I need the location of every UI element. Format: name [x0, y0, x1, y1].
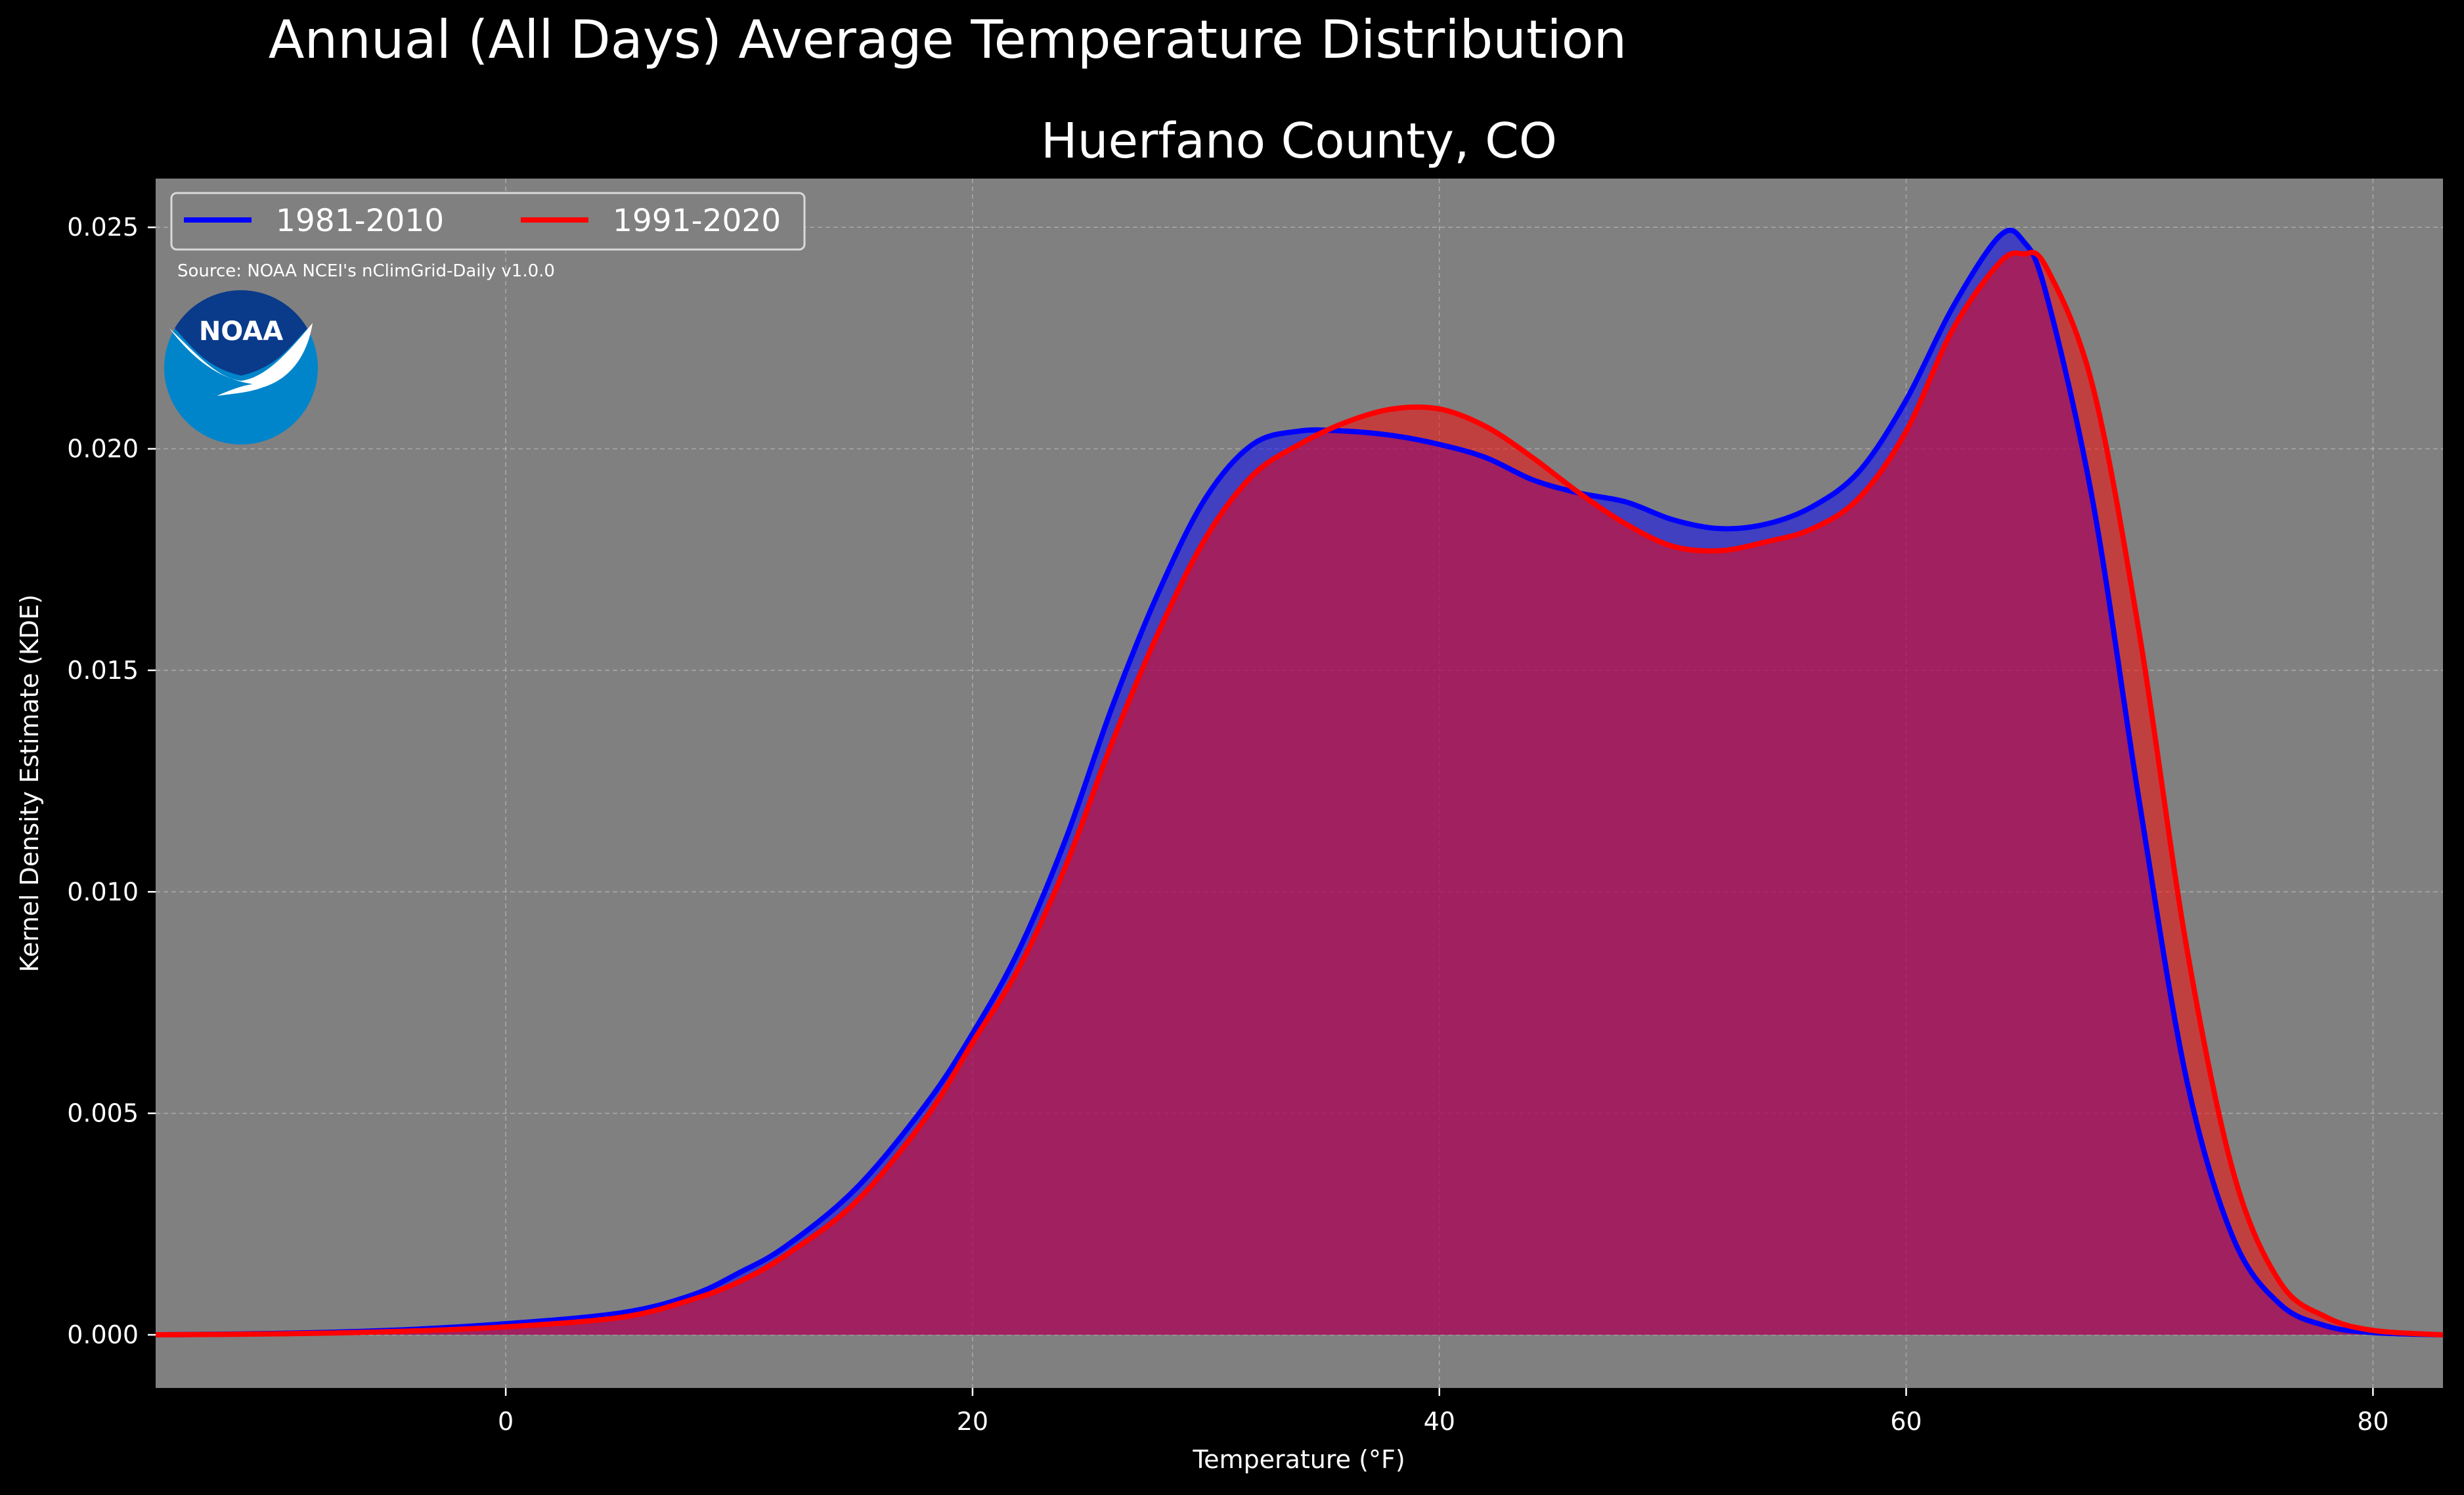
x-tick-label: 40	[1424, 1407, 1455, 1436]
series-fills	[156, 230, 2443, 1335]
x-axis-label: Temperature (°F)	[1192, 1445, 1405, 1474]
y-axis-label: Kernel Density Estimate (KDE)	[15, 594, 44, 972]
axis-ticks: 0 20 40 60 80 0.000 0.005 0.010 0.015 0.020 0.025	[67, 213, 2388, 1436]
y-tick-label: 0.010	[67, 877, 139, 906]
source-annotation: Source: NOAA NCEI's nClimGrid-Daily v1.0…	[177, 261, 555, 281]
series-lines	[155, 227, 2444, 1338]
series-fill-1991-2020	[156, 252, 2443, 1335]
series-line-1981-2010	[155, 227, 2444, 1338]
figure-title: Annual (All Days) Average Temperature Di…	[269, 9, 1627, 70]
noaa-logo-upper	[175, 290, 307, 376]
y-tick-label: 0.020	[67, 435, 139, 464]
noaa-logo-bird	[169, 323, 313, 396]
noaa-logo: NOAA	[164, 290, 318, 444]
x-tick-label: 20	[957, 1407, 988, 1436]
x-tick-label: 80	[2357, 1407, 2388, 1436]
legend-box	[170, 192, 806, 251]
y-tick-label: 0.005	[67, 1099, 139, 1128]
chart-subtitle: Huerfano County, CO	[1041, 113, 1557, 169]
y-tick-label: 0.000	[67, 1320, 139, 1349]
y-tick-label: 0.015	[67, 656, 139, 685]
legend: 1981-2010 1991-2020	[170, 192, 806, 251]
noaa-logo-text: NOAA	[199, 316, 283, 347]
legend-label-1991-2020: 1991-2020	[613, 203, 781, 239]
legend-label-1981-2010: 1981-2010	[276, 203, 444, 239]
y-tick-label: 0.025	[67, 213, 139, 242]
x-tick-label: 0	[498, 1407, 514, 1436]
series-line-1991-2020	[155, 249, 2444, 1338]
x-tick-label: 60	[1890, 1407, 1922, 1436]
